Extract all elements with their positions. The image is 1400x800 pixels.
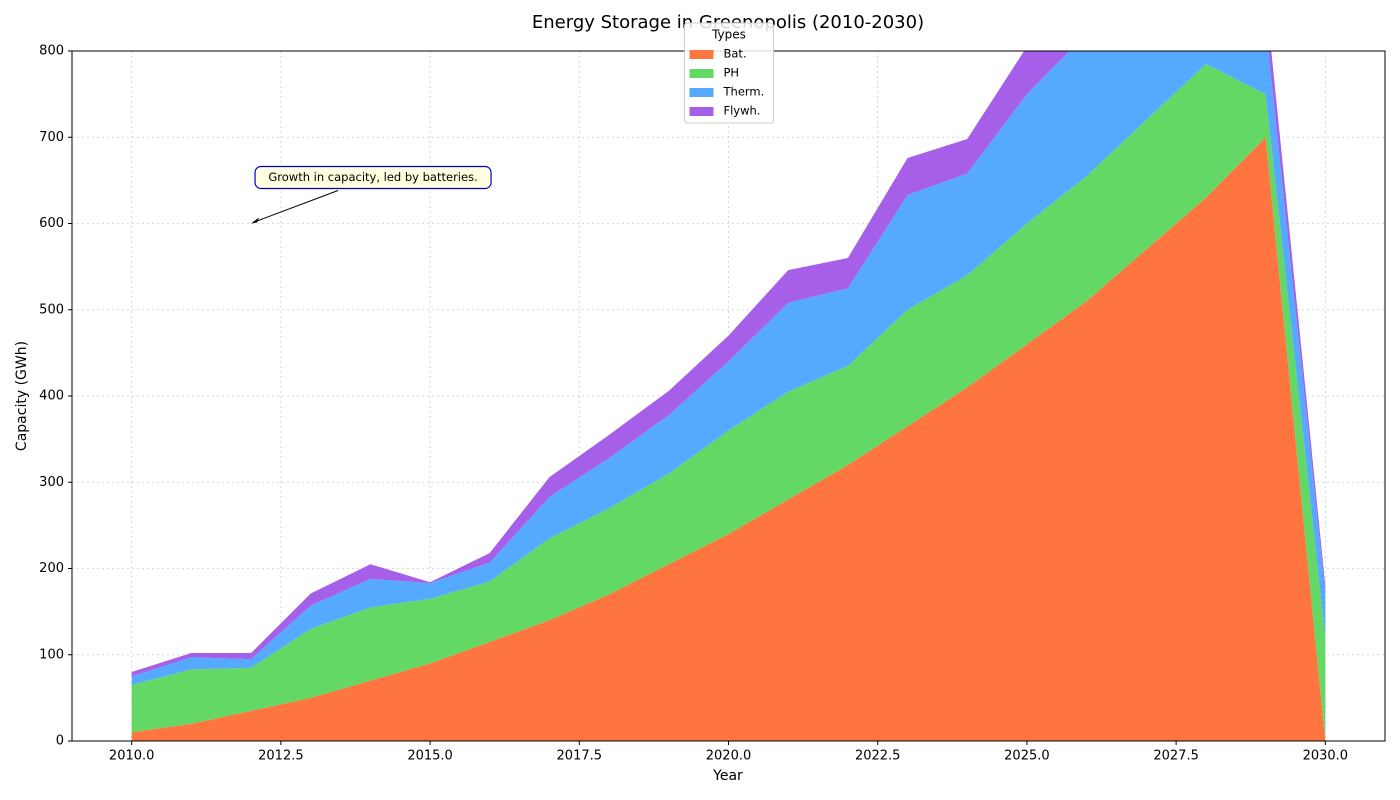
area <box>131 51 1326 685</box>
x-tick-label: 2030.0 <box>1303 749 1349 764</box>
annotation-arrowhead <box>251 217 260 224</box>
y-tick-label: 200 <box>39 561 64 576</box>
x-tick-label: 2025.0 <box>1004 749 1050 764</box>
legend-box <box>684 22 774 124</box>
legend-label: Flywh. <box>724 104 761 118</box>
legend-swatch <box>689 69 714 78</box>
y-tick-label: 700 <box>39 130 64 145</box>
x-axis-label: Year <box>712 768 743 784</box>
legend-label: PH <box>724 66 740 80</box>
x-tick-label: 2015.0 <box>407 749 453 764</box>
x-tick-label: 2010.0 <box>109 749 155 764</box>
x-tick-label: 2017.5 <box>557 749 603 764</box>
legend-label: Therm. <box>723 85 765 99</box>
y-tick-label: 800 <box>39 44 64 59</box>
area <box>131 63 1326 741</box>
legend-swatch <box>689 107 714 116</box>
y-axis-label: Capacity (GWh) <box>14 341 30 451</box>
y-tick-label: 0 <box>56 734 64 749</box>
plot-area <box>131 51 1326 741</box>
legend-swatch <box>689 88 714 97</box>
y-tick-label: 300 <box>39 475 64 490</box>
annotation-box <box>254 165 492 190</box>
x-tick-label: 2020.0 <box>706 749 752 764</box>
x-tick-label: 2022.5 <box>855 749 901 764</box>
area <box>131 137 1326 741</box>
x-tick-label: 2027.5 <box>1153 749 1199 764</box>
x-tick-label: 2012.5 <box>258 749 304 764</box>
y-tick-label: 600 <box>39 216 64 231</box>
legend-swatch <box>689 50 714 59</box>
legend-label: Bat. <box>724 47 747 61</box>
y-tick-label: 100 <box>39 647 64 662</box>
legend-title: Types <box>711 28 746 42</box>
annotation-arrow <box>252 190 339 223</box>
y-tick-label: 500 <box>39 302 64 317</box>
y-tick-label: 400 <box>39 389 64 404</box>
annotation-text: Growth in capacity, led by batteries. <box>268 170 477 184</box>
